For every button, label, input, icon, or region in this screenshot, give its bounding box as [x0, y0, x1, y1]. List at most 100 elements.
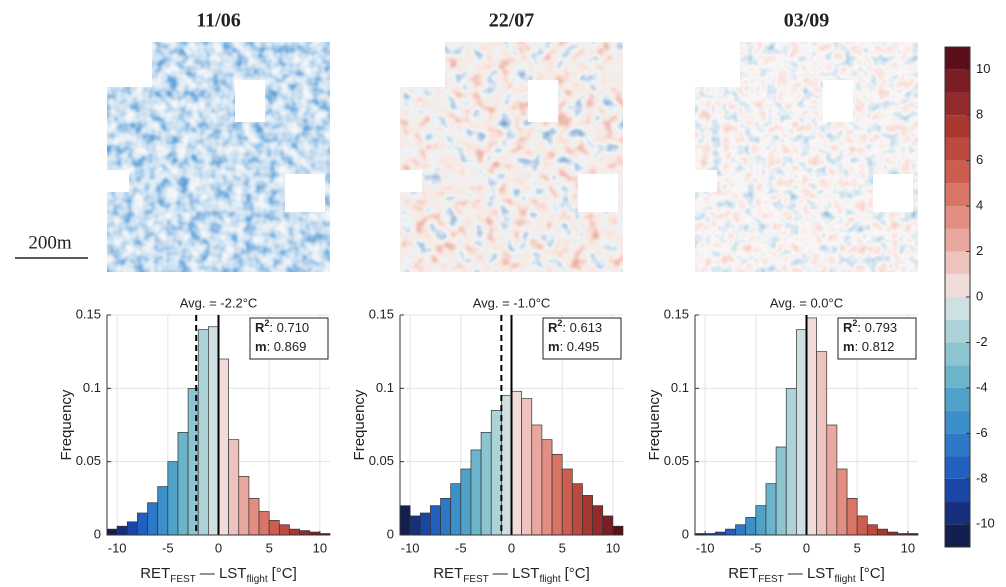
x-tick-label: -5: [750, 540, 762, 555]
colorbar-cell: [945, 160, 970, 184]
x-tick-label: -5: [455, 540, 467, 555]
m-value: : 0.869: [267, 339, 307, 354]
bar: [137, 512, 148, 536]
x-tick-label: -10: [696, 540, 715, 555]
bar: [735, 524, 747, 536]
m-name: m: [843, 339, 855, 354]
bar: [511, 390, 522, 536]
xlabel-part: — LST: [493, 565, 540, 582]
xlabel-sub: FEST: [170, 574, 196, 585]
m-value: : 0.812: [855, 339, 895, 354]
m-text: m: 0.869: [255, 339, 306, 354]
xlabel-sub: FEST: [758, 574, 784, 585]
map-gap: [107, 170, 129, 192]
colorbar-cell: [945, 183, 970, 207]
bar: [877, 528, 888, 536]
bar: [816, 351, 828, 536]
bar: [147, 502, 159, 536]
y-tick-label: 0: [682, 526, 689, 541]
colorbar-tick-label: -2: [976, 334, 988, 349]
m-name: m: [548, 339, 560, 354]
bar: [430, 505, 441, 536]
bar: [409, 515, 421, 536]
bar: [765, 483, 777, 536]
colorbar-cell: [945, 297, 970, 320]
y-tick-label: 0: [387, 526, 394, 541]
panel-title: 03/09: [784, 10, 830, 32]
bar: [612, 525, 624, 536]
colorbar-cell: [945, 115, 970, 138]
bar: [218, 358, 229, 536]
x-tick-label: -10: [401, 540, 420, 555]
r2-value: : 0.613: [562, 320, 602, 335]
map-gap: [823, 80, 853, 122]
colorbar-cell: [945, 501, 970, 525]
bar: [268, 519, 280, 536]
y-axis-label: Frequency: [351, 389, 368, 460]
m-name: m: [255, 339, 267, 354]
bar: [490, 409, 502, 536]
bar: [602, 515, 614, 536]
x-tick-label: 0: [508, 540, 515, 555]
r2-sup: 2: [264, 318, 269, 328]
colorbar-tick-label: -4: [976, 379, 988, 394]
map-gap: [873, 174, 913, 212]
x-tick-label: 5: [266, 540, 273, 555]
xlabel-part: [°C]: [565, 565, 590, 582]
colorbar-cell: [945, 410, 970, 434]
bar: [289, 528, 300, 536]
bar: [571, 483, 583, 536]
bar: [561, 468, 573, 536]
colorbar-tick-label: 0: [976, 288, 983, 303]
m-text: m: 0.495: [548, 339, 599, 354]
xlabel-part: RET: [433, 565, 463, 582]
r2-name: R: [255, 320, 265, 335]
bar: [796, 329, 807, 536]
y-tick-label: 0.1: [671, 380, 689, 395]
bar: [116, 525, 128, 536]
bar: [299, 530, 311, 536]
y-axis-label: Frequency: [646, 389, 663, 460]
map-gap: [400, 170, 422, 192]
map-gap: [528, 80, 558, 122]
y-tick-label: 0.1: [376, 380, 394, 395]
bar: [785, 387, 797, 536]
colorbar-tick-label: 4: [976, 198, 983, 213]
r2-sup: 2: [852, 318, 857, 328]
bar: [745, 517, 757, 536]
bar: [846, 497, 858, 536]
bar: [248, 497, 260, 536]
xlabel-sub: FEST: [463, 574, 489, 585]
xlabel-sub: flight: [539, 574, 560, 585]
colorbar-cell: [945, 92, 970, 116]
bar: [208, 326, 219, 536]
colorbar-tick-label: -8: [976, 470, 988, 485]
bar: [775, 446, 787, 536]
r2-value: : 0.793: [857, 320, 897, 335]
bar: [531, 424, 543, 536]
stats-box: [542, 317, 622, 360]
bar: [521, 398, 533, 536]
bar: [278, 524, 290, 536]
axis: [106, 315, 330, 536]
bar: [836, 468, 848, 536]
bar: [440, 497, 452, 536]
colorbar-cell: [945, 69, 970, 93]
bar: [126, 521, 138, 536]
xlabel-part: — LST: [788, 565, 835, 582]
x-tick-label: 10: [313, 540, 327, 555]
bar: [725, 528, 736, 536]
bar: [419, 512, 431, 536]
bar: [541, 439, 553, 536]
bar: [197, 329, 209, 536]
x-tick-label: 10: [901, 540, 915, 555]
colorbar-tick-label: -6: [976, 425, 988, 440]
colorbar-cell: [945, 365, 970, 388]
xlabel-sub: flight: [834, 574, 855, 585]
x-tick-label: 10: [606, 540, 620, 555]
bar: [460, 468, 472, 536]
panel-title: 22/07: [489, 10, 535, 32]
x-tick-label: -5: [162, 540, 174, 555]
colorbar-tick-label: 10: [976, 61, 990, 76]
